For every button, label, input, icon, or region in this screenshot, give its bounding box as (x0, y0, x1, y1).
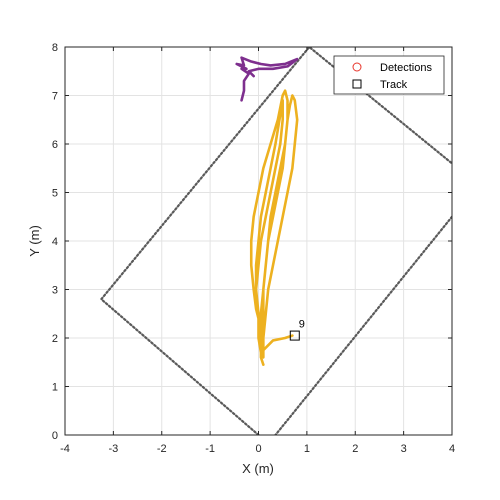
x-axis-title: X (m) (242, 461, 274, 476)
track-marker: 9 (289, 319, 305, 341)
track-label: 9 (299, 319, 305, 331)
x-tick-label-0: -4 (60, 443, 70, 455)
x-tick-label-6: 2 (352, 443, 358, 455)
legend-detections-label: Detections (380, 62, 432, 74)
x-axis-ticks: -4 -3 -2 -1 0 1 2 3 4 (60, 47, 455, 455)
series-line-0 (249, 89, 299, 366)
y-tick-label-7: 7 (52, 91, 58, 103)
x-tick-label-2: -2 (157, 443, 167, 455)
y-tick-label-2: 2 (52, 333, 58, 345)
y-tick-label-3: 3 (52, 285, 58, 297)
x-tick-label-8: 4 (449, 443, 455, 455)
x-tick-label-3: -1 (205, 443, 215, 455)
legend-track-label: Track (380, 79, 408, 91)
legend: Detections Track (333, 55, 445, 95)
legend-box (333, 55, 445, 95)
y-axis-ticks: 0 1 2 3 4 5 6 7 8 (52, 42, 452, 442)
boundary-line-lower (274, 215, 452, 435)
y-tick-label-0: 0 (52, 430, 58, 442)
x-tick-label-1: -3 (108, 443, 118, 455)
legend-detections-marker (352, 62, 362, 72)
boundary-line (99, 47, 452, 435)
track-square (289, 330, 300, 341)
y-tick-label-6: 6 (52, 139, 58, 151)
y-axis-title: Y (m) (27, 225, 42, 257)
x-tick-label-7: 3 (401, 443, 407, 455)
series-layer (235, 56, 299, 366)
y-tick-label-8: 8 (52, 42, 58, 54)
x-tick-label-4: 0 (255, 443, 261, 455)
y-tick-label-4: 4 (52, 236, 58, 248)
y-tick-label-5: 5 (52, 188, 58, 200)
legend-track-marker (352, 79, 362, 89)
y-tick-label-1: 1 (52, 382, 58, 394)
series-line-1 (235, 56, 299, 102)
x-tick-label-5: 1 (304, 443, 310, 455)
coverage-boundary (99, 47, 452, 435)
